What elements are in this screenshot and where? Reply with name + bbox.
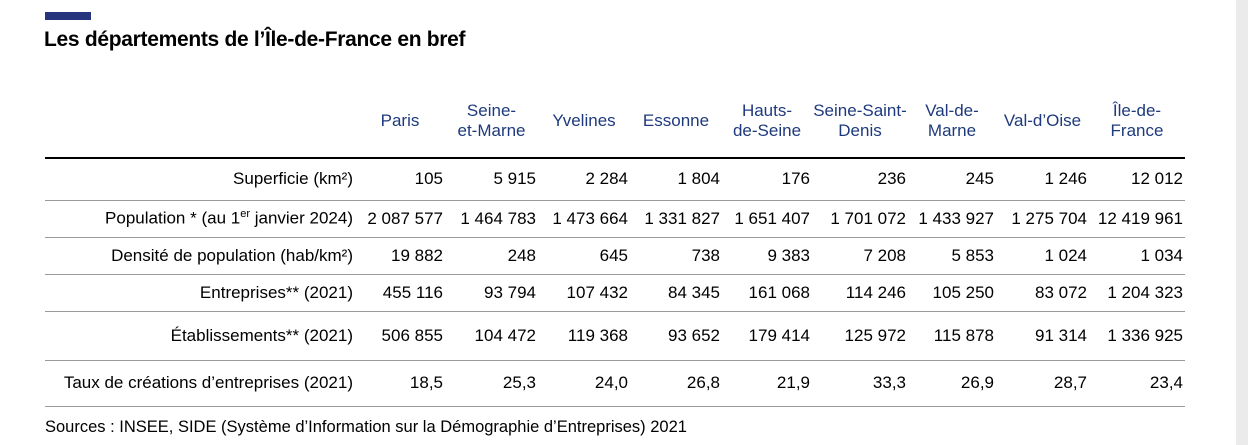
cell: 33,3: [812, 360, 908, 407]
row-label-superficie: Superficie (km²): [45, 158, 355, 201]
cell: 1 275 704: [996, 200, 1089, 238]
cell: 5 853: [908, 237, 996, 275]
cell: 104 472: [445, 311, 538, 361]
cell: 506 855: [355, 311, 445, 361]
cell: 2 284: [538, 158, 630, 201]
accent-bar: [45, 12, 91, 20]
cell: 26,9: [908, 360, 996, 407]
label-text: janvier 2024): [249, 208, 353, 228]
corner-cell: [45, 90, 355, 159]
cell: 25,3: [445, 360, 538, 407]
column-header-ile-de-france: Île-de- France: [1089, 90, 1185, 159]
cell: 176: [722, 158, 812, 201]
cell: 26,8: [630, 360, 722, 407]
cell: 1 464 783: [445, 200, 538, 238]
cell: 19 882: [355, 237, 445, 275]
cell: 91 314: [996, 311, 1089, 361]
row-etablissements: Établissements** (2021) 506 855 104 472 …: [45, 311, 1185, 361]
cell: 24,0: [538, 360, 630, 407]
row-label-taux-creations: Taux de créations d’entreprises (2021): [45, 360, 355, 407]
column-header-val-d-oise: Val-d’Oise: [996, 90, 1089, 159]
row-label-densite: Densité de population (hab/km²): [45, 237, 355, 275]
cell: 236: [812, 158, 908, 201]
row-label-entreprises: Entreprises** (2021): [45, 274, 355, 312]
cell: 12 012: [1089, 158, 1185, 201]
cell: 28,7: [996, 360, 1089, 407]
cell: 2 087 577: [355, 200, 445, 238]
cell: 105 250: [908, 274, 996, 312]
cell: 248: [445, 237, 538, 275]
cell: 645: [538, 237, 630, 275]
page-edge: [1236, 0, 1248, 445]
cell: 245: [908, 158, 996, 201]
row-superficie: Superficie (km²) 105 5 915 2 284 1 804 1…: [45, 158, 1185, 201]
row-densite: Densité de population (hab/km²) 19 882 2…: [45, 237, 1185, 275]
cell: 125 972: [812, 311, 908, 361]
cell: 1 433 927: [908, 200, 996, 238]
cell: 115 878: [908, 311, 996, 361]
column-header-seine-saint-denis: Seine-Saint- Denis: [812, 90, 908, 159]
column-header-seine-et-marne: Seine- et-Marne: [445, 90, 538, 159]
cell: 12 419 961: [1089, 200, 1185, 238]
column-header-paris: Paris: [355, 90, 445, 159]
cell: 1 246: [996, 158, 1089, 201]
cell: 1 204 323: [1089, 274, 1185, 312]
source-note: Sources : INSEE, SIDE (Système d’Informa…: [45, 418, 687, 436]
cell: 1 701 072: [812, 200, 908, 238]
column-header-yvelines: Yvelines: [538, 90, 630, 159]
cell: 1 473 664: [538, 200, 630, 238]
cell: 83 072: [996, 274, 1089, 312]
cell: 21,9: [722, 360, 812, 407]
cell: 1 024: [996, 237, 1089, 275]
cell: 9 383: [722, 237, 812, 275]
header-row: Paris Seine- et-Marne Yvelines Essonne H…: [45, 90, 1185, 159]
cell: 738: [630, 237, 722, 275]
cell: 119 368: [538, 311, 630, 361]
superscript: er: [240, 208, 250, 221]
column-header-hauts-de-seine: Hauts- de-Seine: [722, 90, 812, 159]
cell: 1 331 827: [630, 200, 722, 238]
cell: 107 432: [538, 274, 630, 312]
column-header-val-de-marne: Val-de- Marne: [908, 90, 996, 159]
cell: 455 116: [355, 274, 445, 312]
column-header-essonne: Essonne: [630, 90, 722, 159]
label-text: Population * (au 1: [105, 208, 241, 228]
cell: 161 068: [722, 274, 812, 312]
page-title: Les départements de l’Île-de-France en b…: [44, 28, 466, 51]
row-label-population: Population * (au 1er janvier 2024): [45, 200, 355, 238]
cell: 114 246: [812, 274, 908, 312]
cell: 1 034: [1089, 237, 1185, 275]
cell: 93 652: [630, 311, 722, 361]
cell: 1 336 925: [1089, 311, 1185, 361]
cell: 84 345: [630, 274, 722, 312]
cell: 105: [355, 158, 445, 201]
row-label-etablissements: Établissements** (2021): [45, 311, 355, 361]
row-entreprises: Entreprises** (2021) 455 116 93 794 107 …: [45, 274, 1185, 312]
row-population: Population * (au 1er janvier 2024) 2 087…: [45, 200, 1185, 238]
cell: 5 915: [445, 158, 538, 201]
cell: 179 414: [722, 311, 812, 361]
departments-table: Paris Seine- et-Marne Yvelines Essonne H…: [45, 90, 1185, 407]
cell: 1 651 407: [722, 200, 812, 238]
cell: 18,5: [355, 360, 445, 407]
cell: 7 208: [812, 237, 908, 275]
cell: 23,4: [1089, 360, 1185, 407]
cell: 93 794: [445, 274, 538, 312]
cell: 1 804: [630, 158, 722, 201]
row-taux-creations: Taux de créations d’entreprises (2021) 1…: [45, 360, 1185, 407]
